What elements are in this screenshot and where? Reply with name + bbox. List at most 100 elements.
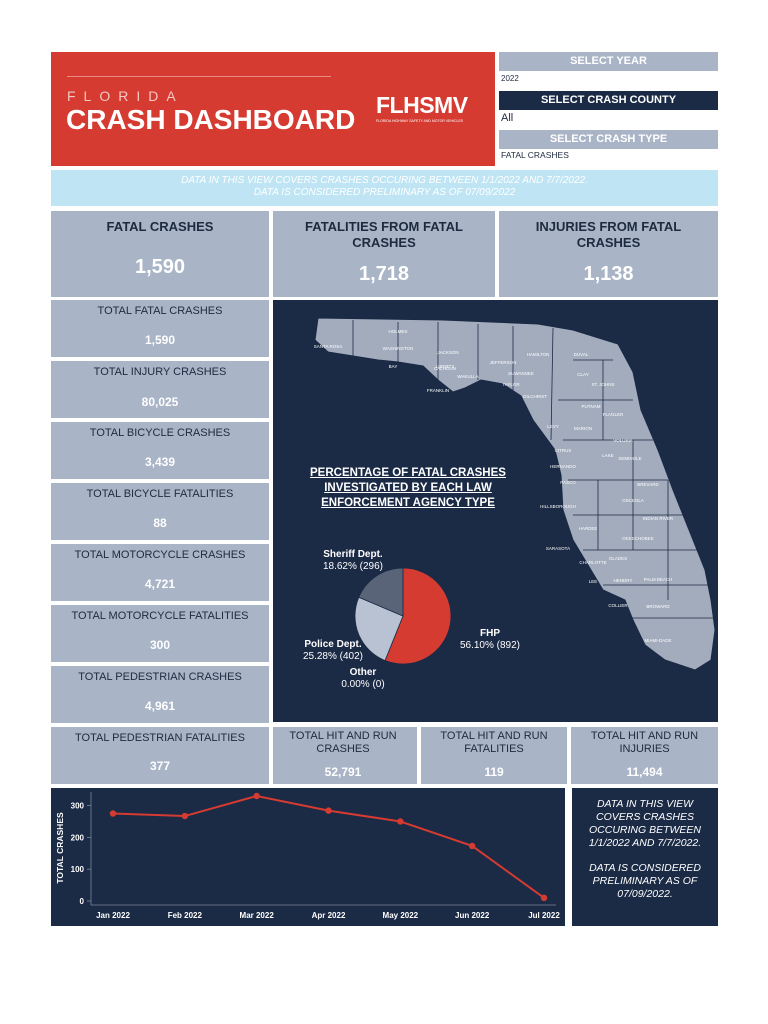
x-tick-label: Mar 2022	[240, 911, 275, 920]
data-point[interactable]	[468, 842, 476, 850]
kpi-fatal-crashes: FATAL CRASHES 1,590	[51, 211, 269, 297]
stat-value: 4,961	[144, 699, 176, 713]
county-label: SARASOTA	[546, 546, 570, 551]
stat-value: 4,721	[144, 577, 176, 591]
stat-hit-run-fatalities: TOTAL HIT AND RUN FATALITIES 119	[421, 727, 567, 784]
y-tick-label: 100	[71, 865, 85, 874]
county-label: HAMILTON	[527, 352, 550, 357]
pie-label-value: 25.28% (402)	[302, 651, 364, 662]
pie-slice-fhp[interactable]	[384, 567, 452, 665]
stat-total-bicycle-fatalities: TOTAL BICYCLE FATALITIES 88	[51, 483, 269, 540]
county-label: COLLIER	[608, 603, 628, 608]
stat-title: TOTAL HIT AND RUN INJURIES	[590, 730, 699, 755]
kpi-value: 1,138	[583, 263, 634, 285]
stat-value: 119	[484, 765, 504, 779]
data-point[interactable]	[540, 894, 548, 902]
county-label: PALM BEACH	[644, 577, 673, 582]
data-point[interactable]	[397, 818, 404, 825]
county-label: LEVY	[547, 424, 559, 429]
kpi-title: FATAL CRASHES	[106, 219, 214, 234]
pie-label-fhp: FHP 56.10% (892)	[435, 628, 545, 652]
kpi-title: INJURIES FROM FATAL CRASHES	[535, 219, 682, 250]
kpi-value: 1,718	[358, 263, 410, 285]
banner-line-1: DATA IN THIS VIEW COVERS CRASHES OCCURIN…	[181, 175, 588, 186]
stat-value: 300	[149, 638, 171, 652]
county-label: SEMINOLE	[618, 456, 641, 461]
pie-slice-police-dept[interactable]	[354, 596, 404, 662]
county-borders	[352, 320, 713, 619]
y-axis-title: TOTAL CRASHES	[55, 812, 65, 884]
county-label: JACKSON	[437, 350, 458, 355]
header-state: FLORIDA	[67, 88, 184, 104]
stat-value: 377	[149, 759, 171, 773]
pie-label-name: Sheriff Dept.	[323, 549, 383, 560]
x-tick-label: Apr 2022	[312, 911, 346, 920]
county-label: BAY	[389, 364, 398, 369]
divider	[269, 727, 273, 784]
county-label: PUTNAM	[582, 404, 601, 409]
stat-total-fatal-crashes: TOTAL FATAL CRASHES 1,590	[51, 300, 269, 357]
county-label: INDIAN RIVER	[643, 516, 674, 521]
data-point[interactable]	[181, 812, 189, 820]
county-label: TAYLOR	[502, 382, 520, 387]
florida-shape[interactable]	[314, 317, 716, 671]
stat-total-pedestrian-crashes: TOTAL PEDESTRIAN CRASHES 4,961	[51, 666, 269, 723]
county-label: MARION	[574, 426, 592, 431]
stat-total-motorcycle-fatalities: TOTAL MOTORCYCLE FATALITIES 300	[51, 605, 269, 662]
stat-title: TOTAL BICYCLE CRASHES	[89, 427, 231, 439]
line-chart-svg: TOTAL CRASHES 0 100 200 300 Jan 2022 Feb 2022 M…	[55, 792, 560, 920]
pie-chart-title: PERCENTAGE OF FATAL CRASHES INVESTIGATED…	[310, 467, 506, 509]
pie-label-police: Police Dept. 25.28% (402)	[278, 639, 388, 663]
stat-total-pedestrian-fatalities: TOTAL PEDESTRIAN FATALITIES 377	[51, 727, 269, 784]
data-point[interactable]	[109, 810, 117, 817]
county-label: HILLSBOROUGH	[540, 504, 576, 509]
stat-value: 52,791	[324, 765, 362, 779]
header-rule	[67, 76, 331, 77]
pie-label-value: 0.00% (0)	[341, 679, 385, 690]
pie-label-sheriff: Sheriff Dept. 18.62% (296)	[293, 549, 413, 573]
stat-title: TOTAL HIT AND RUN CRASHES	[289, 730, 397, 755]
stat-total-bicycle-crashes: TOTAL BICYCLE CRASHES 3,439	[51, 422, 269, 479]
select-county-dropdown[interactable]: All	[501, 112, 514, 124]
data-point[interactable]	[325, 807, 332, 814]
county-label: PASCO	[560, 480, 576, 485]
county-label: JEFFERSON	[490, 360, 517, 365]
page-title: CRASH DASHBOARD	[66, 104, 356, 135]
flhsmv-logo: FLHSMV	[376, 92, 468, 118]
y-tick-label: 300	[71, 802, 85, 811]
county-label: GLADES	[609, 556, 627, 561]
stat-value: 88	[153, 516, 167, 530]
county-label: VOLUSIA	[613, 438, 633, 443]
county-label: LEE	[589, 579, 598, 584]
kpi-fatalities: FATALITIES FROM FATAL CRASHES 1,718	[273, 211, 495, 297]
select-crash-type-dropdown[interactable]: FATAL CRASHES	[501, 150, 569, 160]
county-label: WASHINGTON	[383, 346, 414, 351]
county-label: DUVAL	[574, 352, 589, 357]
stat-hit-run-injuries: TOTAL HIT AND RUN INJURIES 11,494	[571, 727, 718, 784]
county-label: SANTA ROSA	[314, 344, 342, 349]
stat-title: TOTAL BICYCLE FATALITIES	[86, 488, 234, 500]
county-label: CITRUS	[555, 448, 572, 453]
county-label: OKEECHOBEE	[622, 536, 654, 541]
county-label: BREVARD	[637, 482, 659, 487]
county-label: CLAY	[577, 372, 588, 377]
monthly-crashes-chart: TOTAL CRASHES 0 100 200 300 Jan 2022 Feb 2022 M…	[51, 788, 565, 926]
county-labels: SANTA ROSA HOLMES WASHINGTON JACKSON CALHOUN…	[314, 329, 674, 643]
data-point[interactable]	[253, 792, 260, 800]
stat-title: TOTAL MOTORCYCLE CRASHES	[74, 549, 246, 561]
stat-value: 3,439	[144, 455, 176, 469]
stat-title: TOTAL PEDESTRIAN FATALITIES	[75, 732, 245, 744]
county-label: GILCHRIST	[523, 394, 547, 399]
florida-map-panel: SANTA ROSA HOLMES WASHINGTON JACKSON CALHOUN…	[273, 300, 718, 722]
select-crash-type-label: SELECT CRASH TYPE	[499, 130, 718, 149]
county-label: MIAMI-DADE	[645, 638, 672, 643]
florida-map[interactable]: SANTA ROSA HOLMES WASHINGTON JACKSON CALHOUN…	[273, 300, 718, 722]
pie-slice-sheriff-dept[interactable]	[358, 567, 404, 617]
select-county-label: SELECT CRASH COUNTY	[499, 91, 718, 110]
pie-label-name: FHP	[480, 628, 500, 639]
select-year-dropdown[interactable]: 2022	[501, 74, 519, 83]
county-label: HARDEE	[579, 526, 598, 531]
county-label: CHARLOTTE	[579, 560, 606, 565]
note-line-2: DATA IS CONSIDERED PRELIMINARY AS OF 07/…	[589, 862, 701, 900]
county-label: HENDRY	[614, 578, 633, 583]
